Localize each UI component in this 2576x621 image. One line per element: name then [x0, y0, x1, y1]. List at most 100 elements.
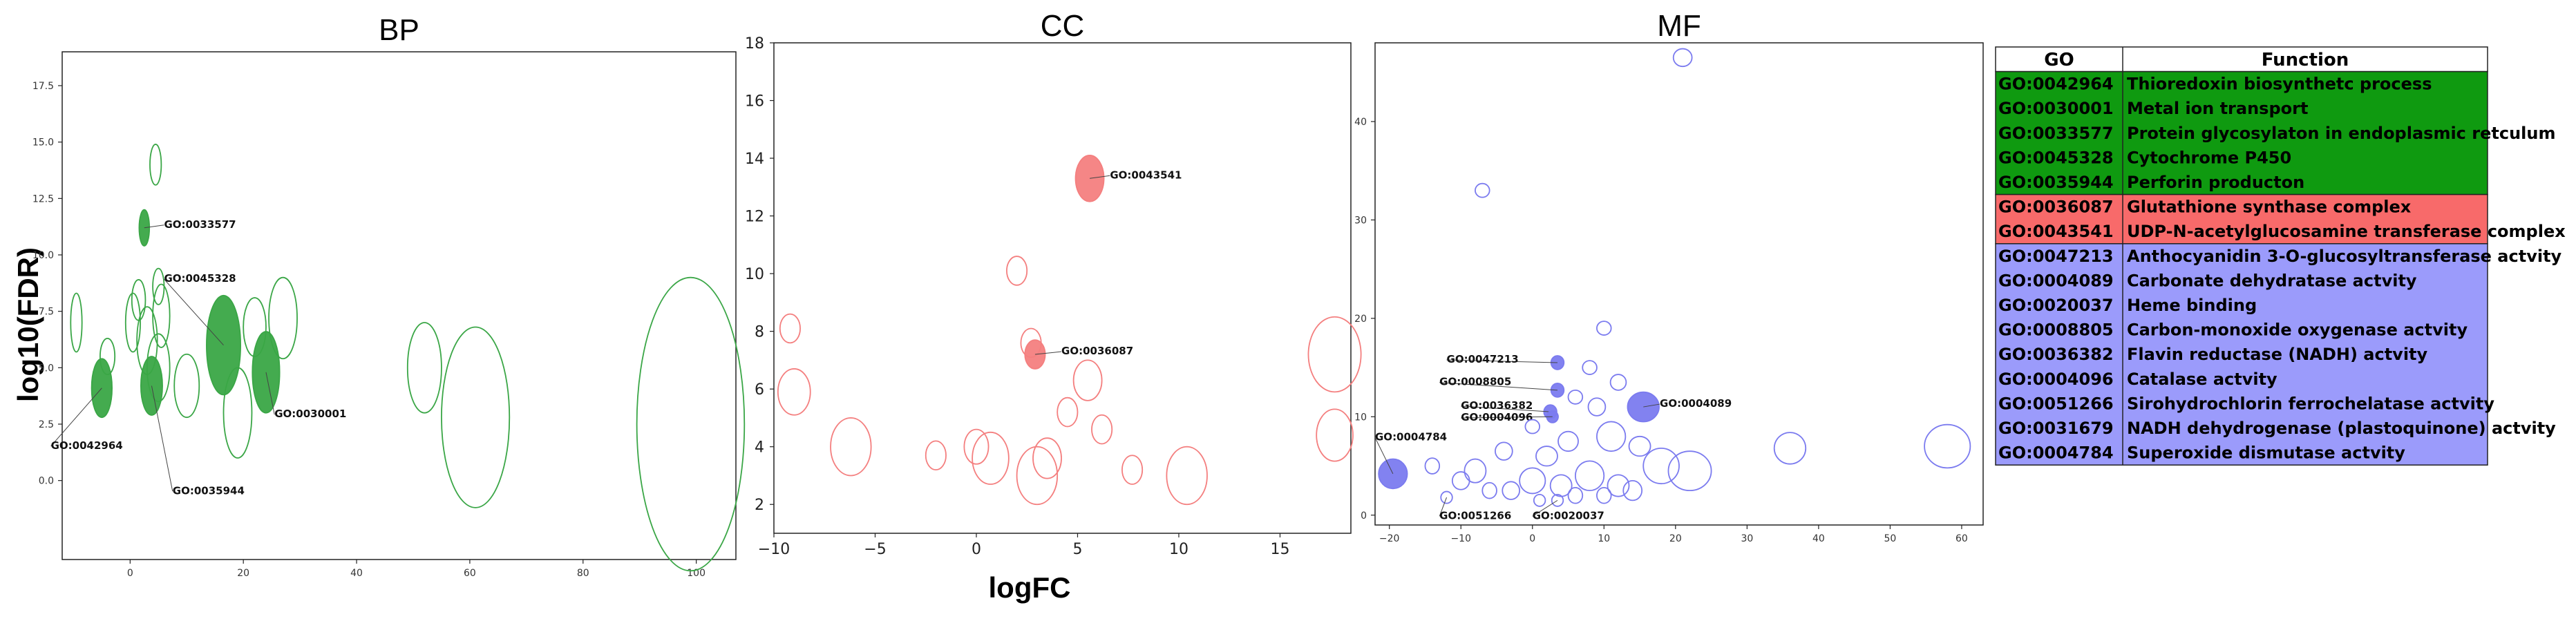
data-point: [1622, 479, 1643, 501]
x-tick-label: 40: [350, 568, 363, 579]
point-label: GO:0008805: [1439, 376, 1511, 388]
data-point: [972, 431, 1010, 485]
data-point: [1440, 490, 1453, 504]
data-point: [1475, 182, 1490, 198]
y-tick-label: 12: [745, 209, 764, 226]
y-tick-label: 8: [755, 324, 764, 341]
data-point: [1609, 374, 1627, 391]
x-tick-label: −20: [1379, 533, 1400, 544]
x-tick-label: 50: [1884, 533, 1896, 544]
data-point: [1596, 486, 1612, 504]
table-group-0: [1995, 70, 2488, 195]
table-cell-go: GO:0004096: [1998, 370, 2114, 389]
data-point: [124, 292, 141, 353]
panel-bp: BP0 20 40 60 80 1000.02.55.07.510.012.515.017…: [32, 13, 746, 579]
point-label: GO:0036382: [1461, 399, 1533, 412]
data-point: [925, 440, 947, 471]
data-point: [173, 353, 200, 419]
x-tick-label: 60: [464, 568, 476, 579]
panel-title: BP: [379, 13, 419, 47]
y-tick-label: 10: [745, 266, 764, 283]
point-label: GO:0043541: [1110, 169, 1182, 181]
table-cell-go: GO:0020037: [1998, 296, 2114, 315]
y-tick-label: 12.5: [32, 193, 54, 204]
data-point: [1567, 389, 1584, 405]
data-point: [152, 283, 171, 348]
point-label: GO:0042964: [51, 439, 123, 452]
data-point: [1567, 486, 1584, 504]
data-point: [1006, 256, 1028, 286]
plot-frame: [1374, 42, 1984, 526]
x-tick-label: 0: [127, 568, 133, 579]
data-point: [1519, 467, 1546, 495]
data-point: [1481, 481, 1497, 499]
data-point: [1032, 437, 1062, 479]
x-tick-label: 0: [1529, 533, 1535, 544]
y-tick-label: 0: [1361, 510, 1367, 522]
plot-panels: BP0 20 40 60 80 1000.02.55.07.510.012.515.017…: [32, 9, 1984, 579]
data-point: [441, 326, 511, 508]
table-cell-go: GO:0043541: [1998, 222, 2114, 241]
data-point: [779, 313, 801, 344]
point-label: GO:0045328: [164, 272, 236, 285]
x-tick-label: 20: [237, 568, 249, 579]
point-label: GO:0004784: [1375, 430, 1447, 443]
data-point: [1307, 316, 1362, 393]
y-tick-label: 5.0: [39, 363, 54, 374]
table-header-function: Function: [2262, 50, 2349, 70]
data-point: [1557, 430, 1579, 452]
go-function-table: GO Function GO:0042964 Thioredoxin biosynth…: [1995, 46, 2566, 466]
data-point: [1464, 458, 1487, 484]
y-axis-label: log10(FDR): [12, 247, 44, 402]
label-leader: [1439, 497, 1447, 517]
data-point: [1502, 481, 1521, 500]
data-point: [1316, 408, 1354, 462]
table-cell-go: GO:0035944: [1998, 173, 2114, 192]
point-label: GO:0004089: [1660, 397, 1732, 410]
point-label: GO:0051266: [1439, 509, 1511, 522]
table-cell-function: Flavin reductase (NADH) actvity: [2127, 345, 2428, 364]
point-label: GO:0033577: [164, 218, 236, 231]
data-point: [149, 144, 162, 186]
y-tick-label: 16: [745, 93, 764, 111]
table-cell-go: GO:0030001: [1998, 99, 2114, 118]
table-cell-go: GO:0042964: [1998, 75, 2114, 94]
data-point: [1451, 471, 1470, 490]
y-tick-label: 4: [755, 439, 764, 457]
table-cell-function: Protein glycosylaton in endoplasmic retc…: [2127, 124, 2555, 143]
label-leader: [1643, 403, 1660, 408]
data-point: [1574, 460, 1605, 492]
point-label: GO:0020037: [1533, 509, 1604, 522]
point-label: GO:0004096: [1461, 411, 1533, 423]
data-point: [1596, 421, 1627, 452]
y-tick-label: 0.0: [39, 476, 54, 487]
label-leader: [1461, 405, 1551, 412]
table-cell-go: GO:0036382: [1998, 345, 2114, 364]
x-tick-label: −10: [1450, 533, 1471, 544]
x-tick-label: −5: [864, 541, 886, 558]
label-leader: [1374, 437, 1394, 475]
data-point: [1587, 397, 1607, 417]
table-cell-go: GO:0008805: [1998, 321, 2114, 340]
panel-cc: CC −10 −5 0 5 10 15 2 4 6 8 10 12 14 16 18 GO:0043541 GO:…: [745, 9, 1362, 558]
point-label: GO:0047213: [1447, 353, 1519, 365]
table-cell-function: Carbonate dehydratase actvity: [2127, 271, 2417, 290]
table-cell-go: GO:0033577: [1998, 124, 2114, 143]
y-tick-label: 17.5: [32, 81, 54, 92]
table-cell-go: GO:0047213: [1998, 247, 2114, 266]
x-tick-label: 30: [1741, 533, 1753, 544]
x-tick-label: 15: [1270, 541, 1289, 558]
table-cell-function: Carbon-monoxide oxygenase actvity: [2127, 321, 2468, 340]
data-point: [1596, 321, 1612, 336]
label-leader: [1446, 359, 1558, 363]
data-point: [1607, 474, 1630, 497]
table-cell-function: Superoxide dismutase actvity: [2127, 443, 2405, 463]
table-cell-function: Glutathione synthase complex: [2127, 198, 2412, 217]
data-point: [252, 331, 281, 414]
data-point: [1091, 414, 1113, 445]
data-point: [636, 276, 746, 572]
data-point: [1535, 446, 1558, 467]
data-point: [1672, 48, 1693, 68]
data-point: [1667, 450, 1712, 492]
